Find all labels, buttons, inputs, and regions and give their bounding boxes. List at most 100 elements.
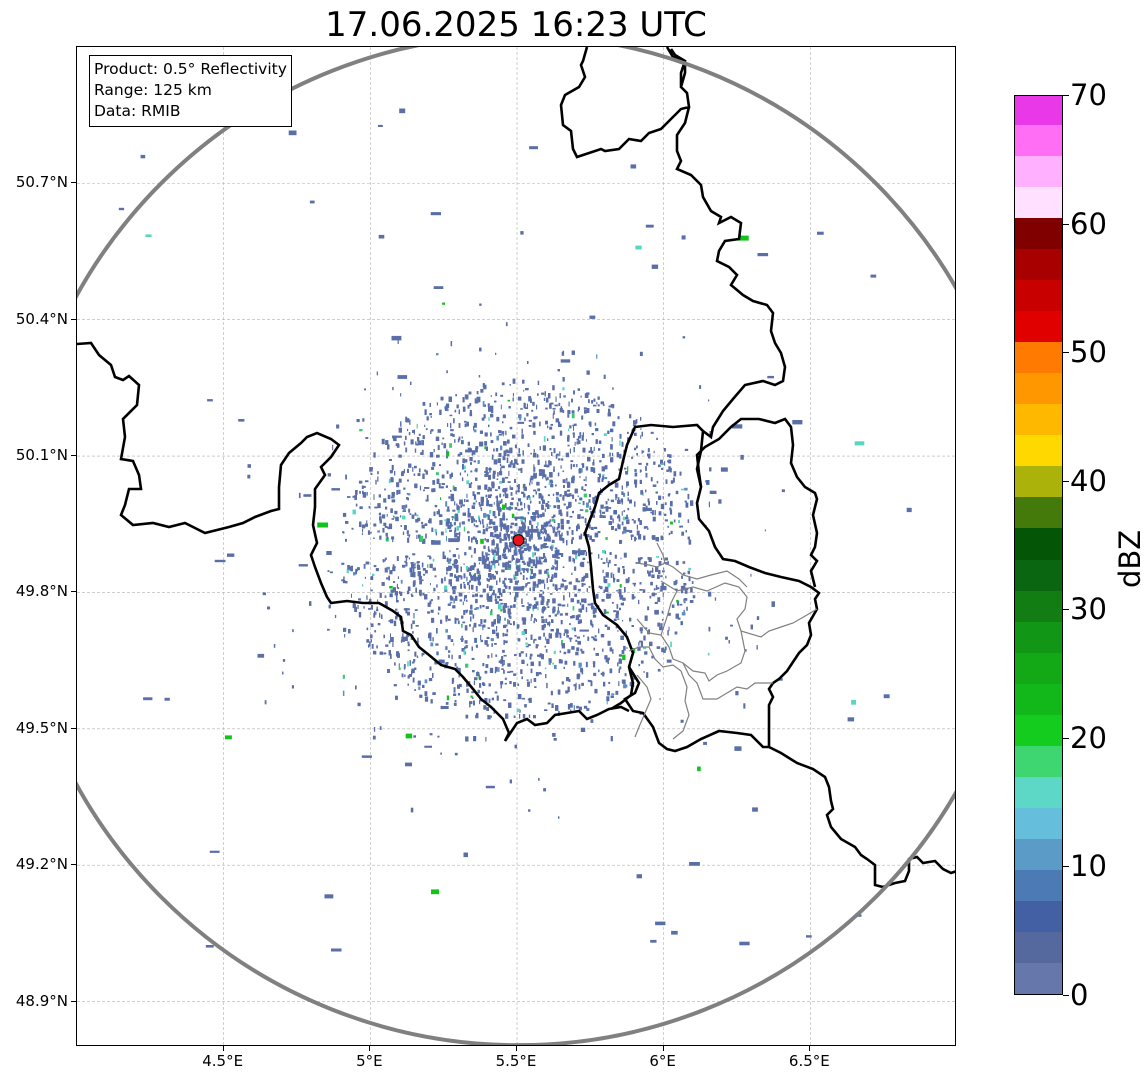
- echo-pixel: [625, 684, 628, 688]
- echo-pixel: [534, 564, 538, 569]
- echo-pixel: [395, 608, 398, 611]
- echo-pixel: [681, 235, 686, 240]
- echo-pixel: [395, 616, 398, 620]
- echo-pixel: [656, 501, 658, 505]
- echo-pixel: [403, 441, 406, 446]
- echo-pixel: [623, 568, 625, 575]
- echo-pixel: [488, 566, 491, 572]
- echo-pixel: [478, 502, 481, 505]
- colorbar-band: [1015, 714, 1062, 746]
- echo-pixel: [542, 532, 544, 535]
- echo-pixel: [636, 445, 638, 449]
- echo-pixel: [535, 619, 537, 622]
- echo-pixel: [532, 586, 535, 592]
- echo-pixel: [414, 448, 417, 453]
- echo-pixel: [537, 459, 539, 462]
- echo-pixel: [635, 537, 637, 540]
- echo-pixel: [473, 523, 476, 527]
- echo-pixel: [517, 508, 521, 511]
- echo-pixel: [354, 606, 357, 612]
- echo-pixel: [509, 681, 512, 685]
- echo-pixel: [472, 450, 476, 455]
- product-info-box: Product: 0.5° Reflectivity Range: 125 km…: [89, 55, 292, 127]
- echo-pixel: [541, 616, 544, 619]
- echo-pixel: [472, 670, 475, 673]
- echo-pixel: [594, 635, 597, 638]
- echo-pixel: [582, 501, 585, 506]
- echo-pixel: [575, 554, 578, 560]
- echo-pixel: [555, 705, 559, 711]
- echo-pixel: [424, 696, 429, 702]
- echo-pixel: [423, 573, 426, 576]
- echo-pixel: [531, 524, 534, 529]
- echo-pixel: [369, 598, 372, 605]
- echo-pixel: [496, 571, 498, 575]
- echo-pixel: [502, 553, 504, 556]
- colorbar-band: [1015, 869, 1062, 901]
- echo-pixel: [546, 571, 549, 576]
- echo-pixel: [558, 632, 560, 635]
- echo-pixel: [454, 409, 457, 413]
- echo-pixel: [507, 605, 509, 608]
- echo-pixel: [495, 448, 499, 452]
- echo-pixel: [616, 589, 618, 592]
- echo-pixel: [485, 446, 488, 451]
- echo-pixel: [464, 586, 466, 589]
- echo-pixel: [546, 537, 549, 542]
- echo-pixel: [550, 629, 554, 632]
- echo-pixel: [449, 443, 452, 448]
- echo-pixel: [454, 752, 458, 756]
- echo-pixel: [708, 626, 711, 632]
- echo-pixel: [592, 514, 595, 518]
- echo-pixel: [385, 644, 389, 647]
- echo-pixel: [538, 501, 541, 504]
- echo-pixel: [621, 500, 623, 505]
- echo-pixel: [486, 523, 488, 527]
- echo-pixel: [498, 430, 502, 433]
- echo-pixel: [470, 448, 472, 452]
- echo-pixel: [524, 503, 526, 509]
- echo-pixel: [224, 735, 232, 740]
- echo-pixel: [528, 563, 531, 567]
- echo-pixel: [398, 454, 402, 458]
- echo-pixel: [392, 435, 402, 438]
- echo-pixel: [415, 519, 419, 523]
- echo-pixel: [697, 766, 701, 772]
- echo-pixel: [436, 628, 438, 634]
- echo-pixel: [497, 458, 501, 463]
- echo-pixel: [496, 580, 498, 585]
- echo-pixel: [668, 466, 671, 472]
- echo-pixel: [388, 650, 391, 656]
- echo-pixel: [558, 816, 560, 819]
- echo-pixel: [479, 303, 482, 306]
- echo-pixel: [428, 678, 433, 682]
- echo-pixel: [529, 146, 538, 150]
- echo-pixel: [584, 598, 587, 604]
- echo-pixel: [581, 516, 584, 519]
- echo-pixel: [463, 649, 466, 655]
- echo-pixel: [673, 581, 677, 586]
- echo-pixel: [677, 617, 681, 620]
- echo-pixel: [537, 561, 539, 565]
- echo-pixel: [520, 651, 524, 654]
- echo-pixel: [503, 582, 506, 587]
- echo-pixel: [543, 543, 547, 546]
- echo-pixel: [499, 518, 503, 522]
- echo-pixel: [647, 453, 651, 457]
- echo-pixel: [558, 553, 562, 556]
- echo-pixel: [402, 633, 404, 638]
- echo-pixel: [527, 511, 530, 515]
- echo-pixel: [502, 649, 505, 653]
- echo-pixel: [464, 595, 467, 599]
- echo-pixel: [571, 539, 573, 544]
- echo-pixel: [626, 481, 629, 486]
- echo-pixel: [436, 353, 439, 356]
- echo-pixel: [659, 698, 661, 700]
- echo-pixel: [445, 646, 448, 650]
- echo-pixel: [568, 581, 571, 585]
- echo-pixel: [492, 557, 495, 561]
- echo-pixel: [507, 608, 511, 614]
- echo-pixel: [491, 454, 494, 460]
- echo-pixel: [602, 511, 606, 514]
- echo-pixel: [638, 534, 642, 540]
